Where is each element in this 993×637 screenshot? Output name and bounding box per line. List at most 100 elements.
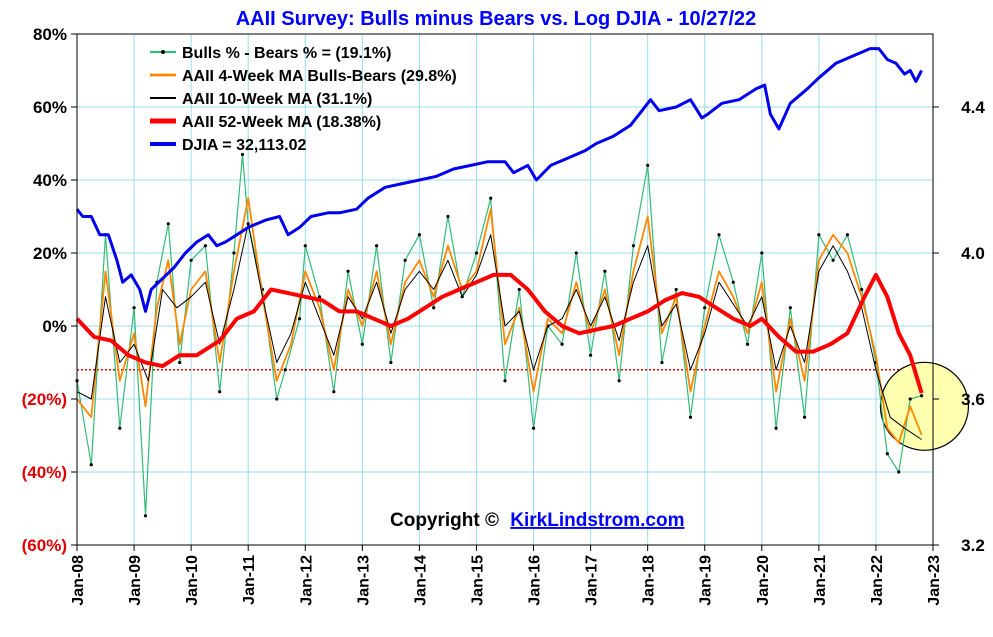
series-line-3: [75, 272, 924, 394]
x-tick-label: Jan-15: [469, 555, 486, 606]
right-tick-label: 3.2: [961, 536, 985, 555]
series-point: [717, 233, 721, 237]
legend: Bulls % - Bears % = (19.1%) AAII 4-Week M…: [150, 45, 457, 154]
left-tick-label: 40%: [33, 171, 67, 190]
x-tick-label: Jan-22: [869, 555, 886, 606]
series-point: [375, 244, 379, 248]
series-point: [688, 415, 693, 419]
series-point: [831, 258, 835, 262]
series-point: [817, 233, 821, 237]
series-point: [674, 287, 678, 292]
left-axis-ticks: 80% 60% 40% 20% 0% (20%) (40%) (60%): [22, 25, 77, 555]
series-point: [745, 342, 750, 346]
series-point: [297, 317, 302, 321]
legend-label: Bulls % - Bears % = (19.1%): [182, 45, 391, 62]
series-point: [132, 306, 136, 310]
series-point: [178, 360, 182, 365]
series-point: [631, 244, 636, 248]
series-point: [432, 306, 436, 310]
series-point: [908, 397, 912, 401]
series-point: [885, 452, 889, 456]
series-point: [446, 214, 450, 219]
series-point: [503, 379, 507, 383]
chart-title: AAII Survey: Bulls minus Bears vs. Log D…: [236, 8, 757, 30]
series-point: [360, 342, 364, 346]
series-point: [275, 397, 279, 401]
right-tick-label: 4.0: [961, 244, 985, 263]
plot-frame: [76, 33, 934, 546]
series-point: [283, 368, 287, 372]
x-axis-ticks: Jan-08 Jan-09 Jan-10 Jan-11 Jan-12 Jan-13 Jan-…: [70, 545, 943, 606]
series-line-1: [76, 197, 923, 444]
series-point: [660, 360, 664, 365]
x-tick-label: Jan-20: [755, 555, 772, 606]
left-tick-label: 60%: [33, 98, 67, 117]
series-point: [240, 152, 245, 157]
left-tick-label: 20%: [33, 244, 67, 263]
left-tick-label: (20%): [22, 390, 67, 409]
series-point: [703, 306, 707, 310]
series-point: [189, 258, 193, 262]
series-point: [845, 233, 850, 237]
series-point: [788, 306, 792, 310]
series-line-4: [75, 47, 923, 313]
series-point: [517, 287, 521, 292]
legend-label: DJIA = 32,113.02: [182, 137, 306, 154]
right-tick-label: 3.6: [961, 390, 985, 409]
left-tick-label: 0%: [42, 317, 67, 336]
x-tick-label: Jan-18: [641, 555, 658, 606]
left-tick-label: (40%): [22, 463, 67, 482]
series-point: [774, 426, 778, 430]
legend-swatch-marker: [161, 50, 165, 54]
series-point: [417, 233, 421, 237]
series-point: [474, 251, 479, 255]
series-point: [89, 463, 93, 467]
series-point: [803, 415, 807, 419]
right-tick-label: 4.4: [961, 98, 985, 117]
x-tick-label: Jan-14: [412, 555, 429, 606]
series-point: [589, 353, 593, 357]
series-line-2: [76, 223, 922, 440]
series-point: [574, 251, 578, 255]
series-point: [760, 251, 764, 255]
gridlines: [76, 33, 934, 546]
series-lines: [75, 47, 924, 518]
series-point: [919, 394, 924, 398]
series-point: [403, 258, 407, 262]
copyright-link[interactable]: KirkLindstrom.com: [510, 510, 684, 531]
series-point: [232, 251, 236, 255]
series-point: [166, 222, 170, 226]
series-point: [303, 244, 307, 248]
series-point: [531, 426, 536, 430]
left-tick-label: 80%: [33, 25, 67, 44]
x-tick-label: Jan-16: [527, 555, 544, 606]
legend-label: AAII 4-Week MA Bulls-Bears (29.8%): [182, 68, 457, 85]
x-tick-label: Jan-19: [698, 555, 715, 606]
x-tick-label: Jan-23: [926, 555, 943, 606]
x-tick-label: Jan-21: [812, 555, 829, 606]
series-point: [218, 390, 222, 394]
series-point: [897, 470, 901, 474]
series-point: [560, 342, 564, 346]
copyright-text: Copyright © KirkLindstrom.com: [390, 510, 684, 531]
series-point: [489, 196, 493, 200]
series-point: [118, 426, 122, 430]
legend-label: AAII 52-Week MA (18.38%): [182, 114, 381, 131]
series-point: [603, 269, 607, 273]
series-point: [617, 379, 621, 383]
series-point: [860, 287, 864, 292]
series-point: [646, 163, 650, 167]
x-tick-label: Jan-11: [241, 555, 258, 605]
copyright-prefix: Copyright ©: [390, 510, 499, 531]
x-tick-label: Jan-09: [127, 555, 144, 606]
x-tick-label: Jan-12: [298, 555, 315, 606]
left-tick-label: (60%): [22, 536, 67, 555]
right-axis-ticks: 4.4 4.0 3.6 3.2: [933, 98, 985, 555]
x-tick-label: Jan-10: [184, 555, 201, 606]
series-point: [143, 514, 148, 518]
series-point: [731, 280, 735, 284]
series-point: [346, 269, 350, 273]
x-tick-label: Jan-08: [70, 555, 87, 606]
series-point: [332, 390, 336, 394]
